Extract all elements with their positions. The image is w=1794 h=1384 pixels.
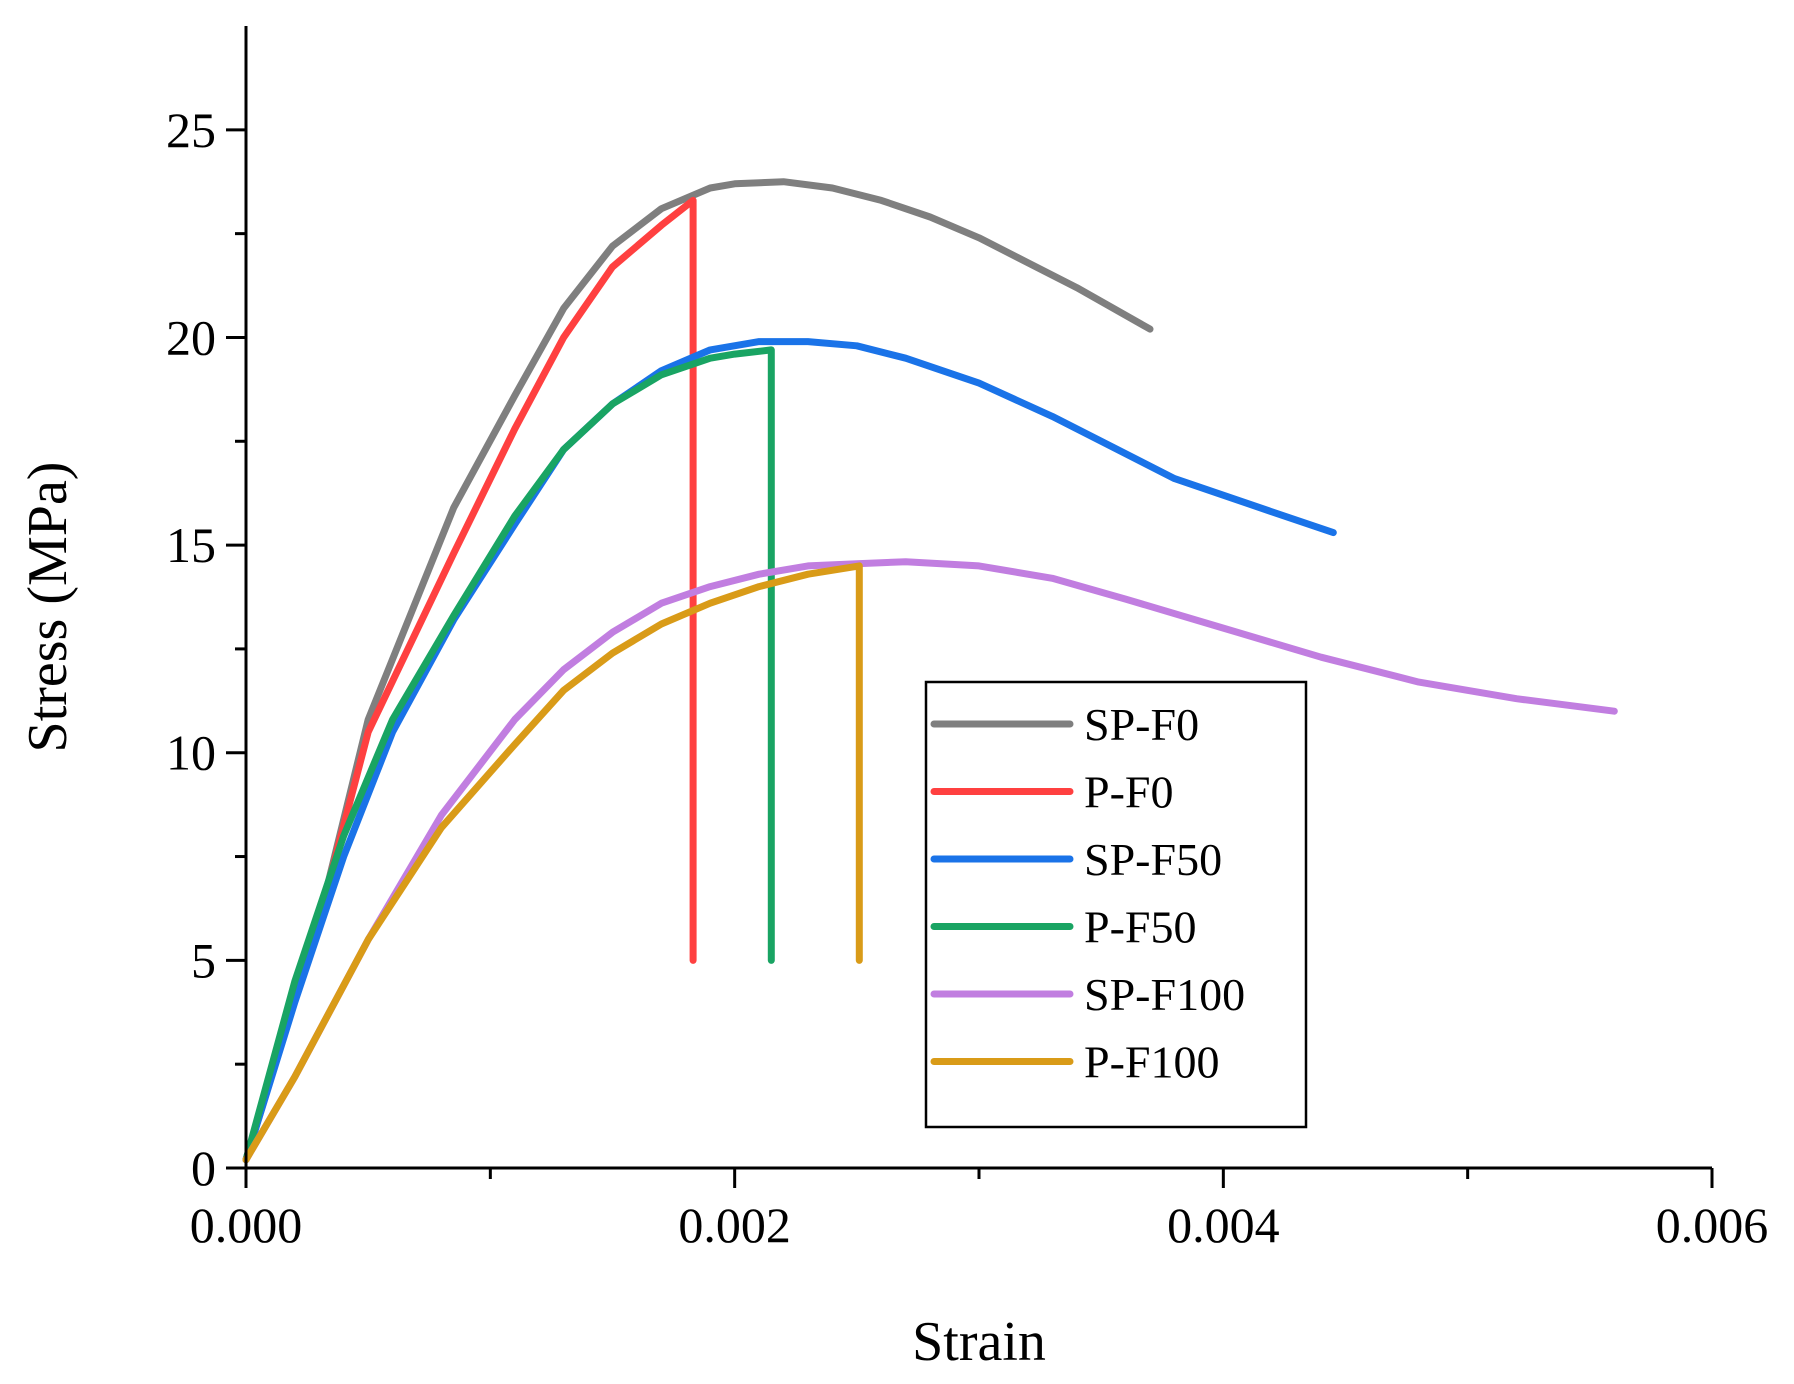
y-tick-label: 10	[166, 725, 216, 781]
legend-label: SP-F0	[1084, 699, 1199, 750]
series-line-p-f50	[242, 346, 775, 1164]
y-axis-title: Stress (MPa)	[17, 462, 79, 753]
series-line-sp-f0	[242, 178, 1154, 1164]
series-layer	[242, 178, 1618, 1164]
x-tick-label: 0.002	[678, 1197, 791, 1253]
x-tick-label: 0.006	[1656, 1197, 1769, 1253]
series-line-sp-f100	[242, 558, 1618, 1164]
x-tick-label: 0.004	[1167, 1197, 1280, 1253]
series-line-sp-f50	[242, 338, 1337, 1164]
y-tick-label: 15	[166, 517, 216, 573]
y-tick-label: 25	[166, 102, 216, 158]
series-line-p-f100	[242, 562, 863, 1164]
ticks: 0.000 0.002 0.004 0.006 0 5 10 15 20 25	[166, 102, 1768, 1253]
legend: SP-F0 P-F0 SP-F50 P-F50 SP-F100 P-F100	[924, 680, 1308, 1129]
y-tick-label: 0	[191, 1140, 216, 1196]
y-tick-label: 20	[166, 309, 216, 365]
x-axis-title: Strain	[912, 1311, 1046, 1373]
y-tick-label: 5	[191, 932, 216, 988]
legend-label: P-F50	[1084, 902, 1196, 953]
series-line-p-f0	[242, 196, 697, 1164]
legend-box	[924, 680, 1308, 1129]
legend-label: SP-F50	[1084, 834, 1222, 885]
legend-label: P-F100	[1084, 1037, 1219, 1088]
legend-label: SP-F100	[1084, 969, 1245, 1020]
legend-label: P-F0	[1084, 767, 1173, 818]
x-tick-label: 0.000	[190, 1197, 303, 1253]
